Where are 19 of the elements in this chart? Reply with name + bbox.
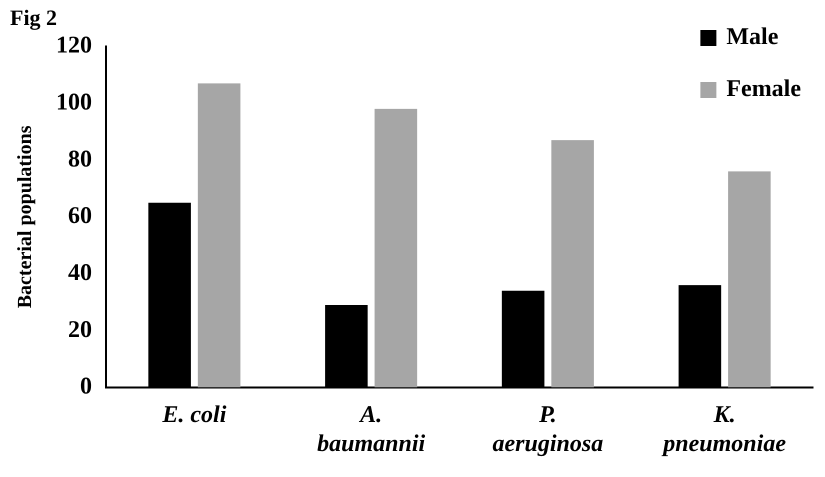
chart-title: Fig 2 <box>10 4 58 30</box>
bar <box>728 171 771 388</box>
y-tick-label: 100 <box>56 89 92 116</box>
y-tick-label: 0 <box>80 374 92 400</box>
x-tick-label: P. aeruginosa <box>492 402 604 457</box>
bar <box>374 108 418 388</box>
legend-label: Male <box>726 24 779 50</box>
x-tick-label: K. pneumoniae <box>661 402 786 457</box>
y-tick-label: 80 <box>68 146 92 172</box>
y-tick-label: 60 <box>68 203 92 230</box>
legend-label: Female <box>726 76 802 102</box>
x-tick-label: A. baumannii <box>317 402 426 457</box>
y-axis-title: Bacterial populations <box>14 125 36 308</box>
y-tick-label: 20 <box>68 316 92 343</box>
bar <box>198 83 240 388</box>
x-tick-label: E. coli <box>161 402 227 428</box>
bar <box>551 140 594 388</box>
y-tick-label: 120 <box>56 32 92 59</box>
y-tick-label: 40 <box>68 260 92 286</box>
